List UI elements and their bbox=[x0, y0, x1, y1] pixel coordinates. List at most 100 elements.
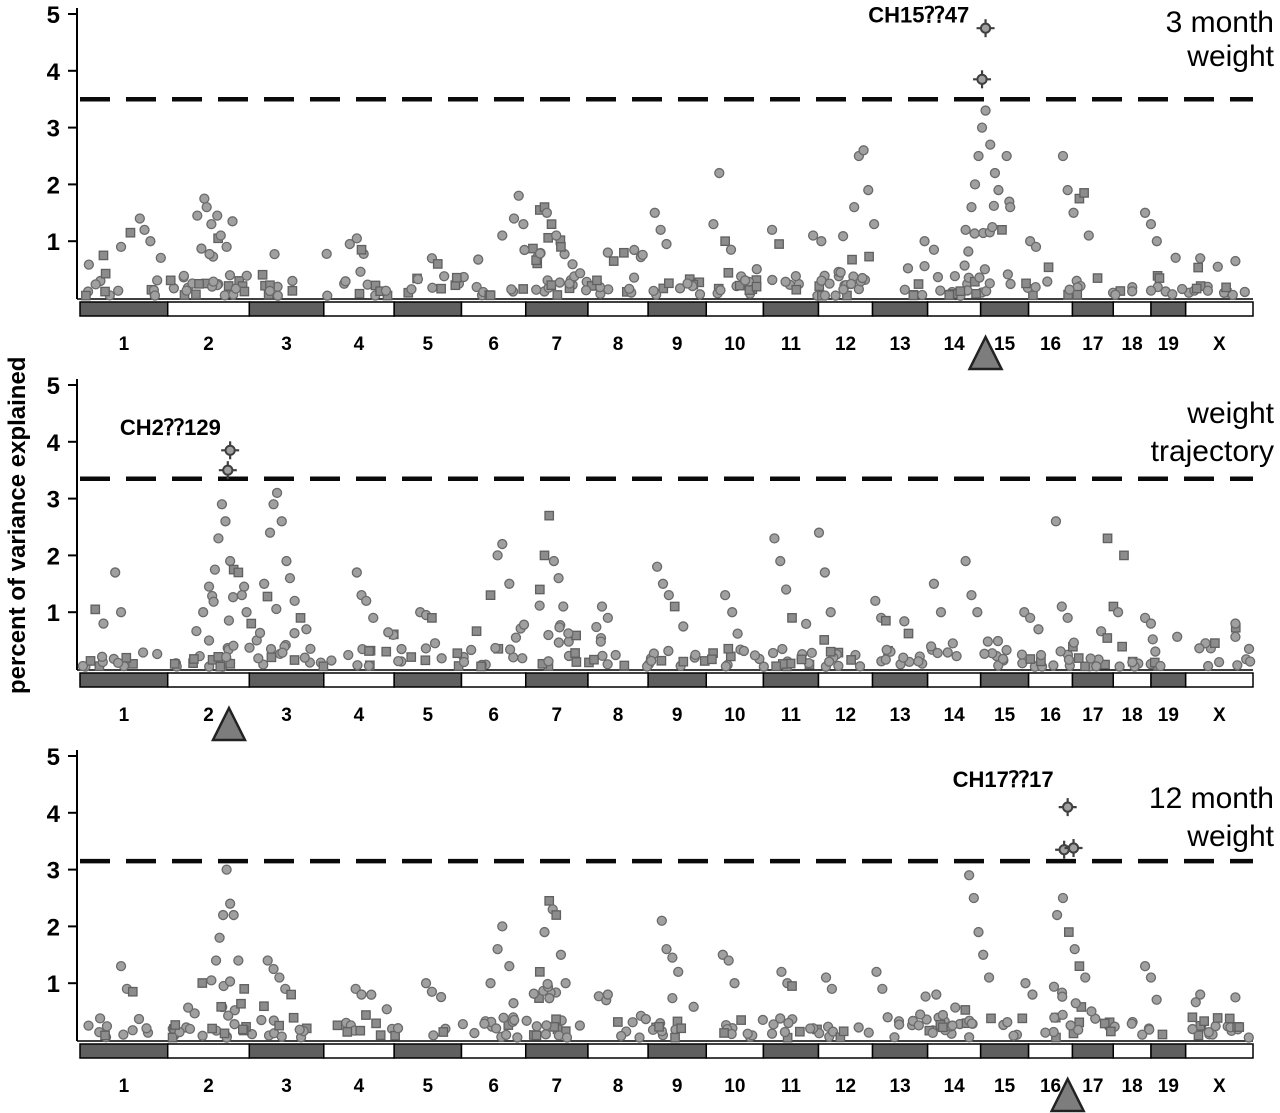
data-point-circle bbox=[1001, 150, 1012, 162]
data-point-circle bbox=[540, 1029, 551, 1040]
data-point-circle bbox=[236, 590, 248, 601]
data-point-circle bbox=[221, 651, 232, 663]
data-point-circle bbox=[508, 213, 520, 224]
data-point-circle bbox=[199, 193, 210, 204]
data-point-square bbox=[751, 281, 762, 292]
chromosome-band bbox=[647, 672, 708, 688]
data-point-circle bbox=[849, 201, 860, 213]
data-point-square bbox=[1043, 262, 1054, 273]
data-point-circle bbox=[356, 989, 367, 1000]
data-point-circle bbox=[627, 1017, 638, 1028]
data-point-circle bbox=[963, 1032, 975, 1043]
significance-arrow bbox=[967, 334, 1004, 371]
data-point-circle bbox=[1114, 661, 1125, 672]
data-point-circle bbox=[83, 259, 95, 270]
data-point-circle bbox=[427, 282, 438, 293]
data-point-circle bbox=[203, 581, 215, 592]
qtl-label: CH15⁇47 bbox=[868, 3, 969, 28]
data-point-circle bbox=[504, 644, 516, 655]
data-point-circle bbox=[259, 578, 270, 589]
data-point-square bbox=[543, 232, 554, 243]
data-point-circle bbox=[913, 656, 924, 667]
data-point-circle bbox=[351, 233, 362, 244]
chromosome-band bbox=[705, 301, 765, 317]
data-point-square bbox=[771, 661, 781, 672]
chromosome-band bbox=[323, 1043, 395, 1059]
data-point-circle bbox=[919, 236, 930, 247]
data-point-circle bbox=[1230, 255, 1241, 267]
data-point-circle bbox=[554, 622, 565, 633]
data-point-circle bbox=[412, 273, 424, 285]
data-point-circle bbox=[228, 640, 239, 651]
data-point-circle bbox=[1145, 618, 1157, 629]
data-point-square bbox=[539, 550, 550, 561]
data-point-circle bbox=[1091, 661, 1102, 672]
data-point-circle bbox=[1057, 150, 1069, 162]
data-point-circle bbox=[1068, 637, 1080, 648]
chromosome-band bbox=[1071, 301, 1115, 317]
data-point-square bbox=[262, 591, 273, 602]
data-point-circle bbox=[299, 652, 310, 663]
y-tick-label: 5 bbox=[47, 744, 60, 771]
data-point-circle bbox=[917, 289, 928, 301]
data-point-circle bbox=[492, 550, 503, 561]
data-point-circle bbox=[826, 983, 838, 995]
data-point-circle bbox=[466, 644, 477, 656]
data-point-square bbox=[332, 1020, 343, 1031]
data-point-circle bbox=[976, 122, 988, 133]
data-point-square bbox=[656, 655, 667, 666]
data-point-circle bbox=[492, 943, 503, 955]
data-point-circle bbox=[149, 290, 161, 301]
data-point-square bbox=[589, 654, 599, 665]
data-point-circle bbox=[1145, 285, 1157, 296]
data-point-circle bbox=[694, 289, 706, 300]
data-point-circle bbox=[574, 1020, 586, 1031]
data-point-circle bbox=[739, 275, 751, 286]
data-point-square bbox=[288, 1012, 299, 1023]
data-point-square bbox=[1212, 1013, 1223, 1023]
data-point-circle bbox=[322, 290, 333, 301]
data-point-square bbox=[169, 658, 180, 669]
data-point-circle bbox=[992, 635, 1004, 647]
chromosome-label: 10 bbox=[724, 334, 745, 355]
data-point-circle bbox=[931, 989, 942, 1000]
chromosome-band bbox=[166, 1043, 251, 1059]
data-point-circle bbox=[321, 248, 332, 260]
data-point-circle bbox=[518, 219, 529, 230]
chromosome-label: 16 bbox=[1040, 705, 1061, 726]
chromosome-axis: 1 2 3 4 5 6 7 8 9 10 11 12 13 14 15 16 17 18 19 X bbox=[79, 1043, 1254, 1097]
chromosome-label: 8 bbox=[613, 334, 624, 355]
data-point-circle bbox=[857, 272, 868, 284]
data-point-circle bbox=[966, 590, 977, 601]
data-point-circle bbox=[223, 615, 235, 626]
data-point-square bbox=[1117, 641, 1127, 652]
data-point-circle bbox=[1024, 612, 1036, 624]
chromosome-band bbox=[817, 301, 874, 317]
data-point-square bbox=[471, 626, 482, 637]
chromosome-label: 9 bbox=[672, 334, 683, 355]
data-point-circle bbox=[1073, 1024, 1084, 1036]
data-point-circle bbox=[420, 643, 432, 654]
data-point-square bbox=[342, 1027, 353, 1037]
data-point-square bbox=[825, 646, 836, 657]
data-point-circle bbox=[776, 966, 787, 977]
chromosome-band bbox=[1150, 672, 1187, 688]
chromosome-label: 15 bbox=[994, 1076, 1016, 1097]
panel-title-line: weight bbox=[1186, 397, 1274, 430]
data-point-square bbox=[864, 251, 874, 262]
chromosome-label: 17 bbox=[1082, 1076, 1103, 1097]
data-point-circle bbox=[326, 655, 337, 666]
data-point-square bbox=[787, 613, 797, 623]
data-point-circle bbox=[221, 864, 232, 875]
data-point-circle bbox=[208, 276, 219, 287]
data-point-circle bbox=[551, 230, 562, 241]
data-point-circle bbox=[256, 1014, 267, 1026]
chromosome-label: 5 bbox=[423, 705, 434, 726]
data-point-square bbox=[551, 910, 562, 920]
panel-title: weight trajectory bbox=[1151, 397, 1275, 468]
data-point-circle bbox=[289, 595, 300, 606]
chromosome-label: X bbox=[1213, 334, 1226, 355]
data-point-circle bbox=[854, 661, 866, 672]
data-point-circle bbox=[674, 283, 686, 294]
